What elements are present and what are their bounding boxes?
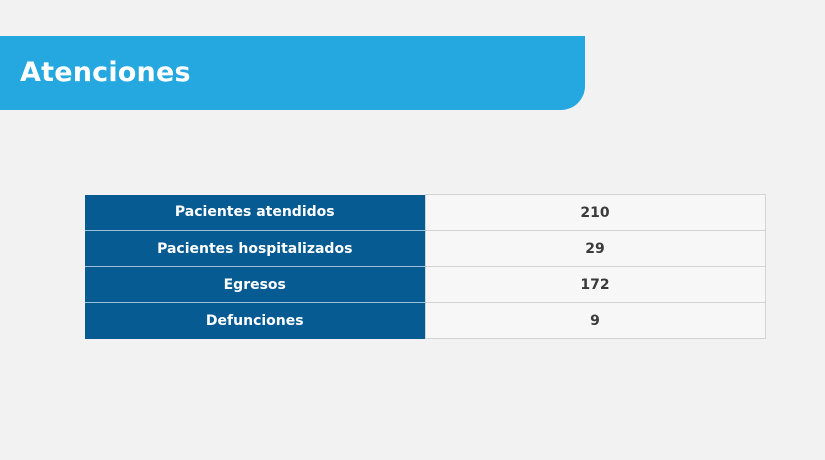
table-row: Pacientes hospitalizados 29: [85, 230, 766, 267]
table-row: Pacientes atendidos 210: [85, 194, 766, 231]
row-value: 29: [424, 230, 766, 267]
row-value: 172: [424, 266, 766, 303]
row-value: 9: [424, 302, 766, 339]
table-row: Defunciones 9: [85, 302, 766, 339]
page-title: Atenciones: [20, 57, 191, 88]
row-label: Pacientes hospitalizados: [85, 230, 425, 267]
table-row: Egresos 172: [85, 266, 766, 303]
row-label: Pacientes atendidos: [85, 194, 425, 231]
stats-table: Pacientes atendidos 210 Pacientes hospit…: [85, 194, 766, 339]
title-banner: Atenciones: [0, 36, 585, 110]
row-value: 210: [424, 194, 766, 231]
row-label: Egresos: [85, 266, 425, 303]
row-label: Defunciones: [85, 302, 425, 339]
